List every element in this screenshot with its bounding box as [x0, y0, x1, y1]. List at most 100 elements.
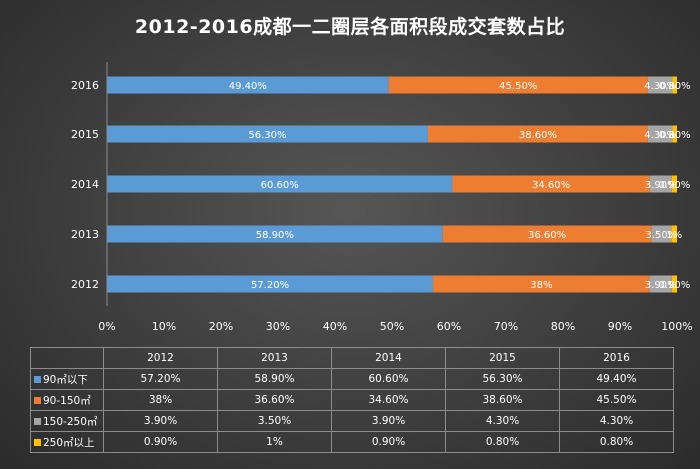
- y-tick-label-2014: 2014: [71, 178, 99, 191]
- table-row-header: 90-150㎡: [30, 389, 104, 411]
- x-tick-label-2: 20%: [209, 320, 233, 333]
- bar-2013-series-1: [442, 225, 652, 243]
- table-cell: 34.60%: [331, 389, 446, 411]
- data-label-2012-series-3: 0.90%: [659, 280, 691, 291]
- y-axis: 2016 2015 2014 2013 2012: [71, 79, 99, 291]
- table-cell: 3.90%: [331, 410, 446, 432]
- table-header-2014: 2014: [331, 347, 446, 369]
- data-label-2013-series-1: 36.60%: [528, 230, 566, 241]
- data-label-2016-series-3: 0.80%: [659, 81, 691, 92]
- table-cell: 45.50%: [559, 389, 674, 411]
- table-cell: 36.60%: [217, 389, 332, 411]
- data-label-2012-series-0: 57.20%: [251, 280, 289, 291]
- data-label-2015-series-1: 38.60%: [519, 130, 557, 141]
- x-tick-label-1: 10%: [152, 320, 176, 333]
- legend-label: 90㎡以下: [43, 373, 88, 386]
- table-row: 90㎡以下 57.20% 58.90% 60.60% 56.30% 49.40%: [30, 368, 674, 390]
- table-cell: 38%: [103, 389, 218, 411]
- data-label-2013-series-3: 1%: [666, 230, 682, 241]
- table-cell: 0.80%: [445, 431, 560, 453]
- bar-2015-series-3: [672, 125, 677, 143]
- x-tick-label-7: 70%: [494, 320, 518, 333]
- data-label-2012-series-2: 3.90%: [645, 280, 677, 291]
- table-row: 250㎡以上 0.90% 1% 0.90% 0.80% 0.80%: [30, 431, 674, 453]
- x-tick-label-5: 50%: [380, 320, 404, 333]
- bar-2014-series-2: [649, 175, 672, 193]
- table-cell: 4.30%: [559, 410, 674, 432]
- table-header-2013: 2013: [217, 347, 332, 369]
- data-label-2016-series-0: 49.40%: [229, 81, 267, 92]
- table-cell: 4.30%: [445, 410, 560, 432]
- table-cell: 60.60%: [331, 368, 446, 390]
- data-label-2015-series-0: 56.30%: [248, 130, 286, 141]
- table-cell: 0.80%: [559, 431, 674, 453]
- bar-2013-series-0: [107, 225, 443, 243]
- legend-label: 90-150㎡: [43, 394, 91, 407]
- data-label-2015-series-2: 4.30%: [644, 130, 676, 141]
- bar-2016-series-0: [107, 76, 389, 94]
- x-tick-label-8: 80%: [551, 320, 575, 333]
- labels-layer: 49.40% 45.50% 4.30%0.80%56.30% 38.60% 4.30%0…: [229, 81, 691, 291]
- data-label-2014-series-0: 60.60%: [261, 180, 299, 191]
- bar-2013-series-2: [651, 225, 672, 243]
- table-cell: 56.30%: [445, 368, 560, 390]
- bar-2014-series-3: [671, 175, 677, 193]
- legend-swatch: [34, 417, 41, 425]
- legend-label: 250㎡以上: [43, 436, 95, 449]
- table-cell: 0.90%: [103, 431, 218, 453]
- table-cell: 1%: [217, 431, 332, 453]
- bar-2012-series-3: [671, 275, 677, 293]
- data-label-2012-series-1: 38%: [530, 280, 552, 291]
- y-tick-label-2015: 2015: [71, 128, 99, 141]
- table-row-header: 90㎡以下: [30, 368, 104, 390]
- table-row-header: 250㎡以上: [30, 431, 104, 453]
- table-header-2015: 2015: [445, 347, 560, 369]
- bar-2016-series-2: [647, 76, 673, 94]
- table-cell: 58.90%: [217, 368, 332, 390]
- legend-swatch: [34, 375, 41, 383]
- bar-2016-series-1: [388, 76, 648, 94]
- y-tick-label-2012: 2012: [71, 278, 99, 291]
- x-tick-label-10: 100%: [661, 320, 692, 333]
- table-row: 150-250㎡ 3.90% 3.50% 3.90% 4.30% 4.30%: [30, 410, 674, 432]
- table-row-header: 150-250㎡: [30, 410, 104, 432]
- x-tick-label-9: 90%: [608, 320, 632, 333]
- legend-swatch: [34, 396, 41, 404]
- data-label-2014-series-2: 3.90%: [645, 180, 677, 191]
- y-tick-label-2013: 2013: [71, 228, 99, 241]
- legend-swatch: [34, 438, 41, 446]
- bars-layer: [107, 76, 677, 293]
- bar-2012-series-0: [107, 275, 434, 293]
- table-header-2012: 2012: [103, 347, 218, 369]
- y-tick-label-2016: 2016: [71, 79, 99, 92]
- x-tick-label-4: 40%: [323, 320, 347, 333]
- table-cell: 3.90%: [103, 410, 218, 432]
- table-header-row: 2012 2013 2014 2015 2016: [30, 347, 674, 369]
- x-tick-label-3: 30%: [266, 320, 290, 333]
- bar-2012-series-2: [649, 275, 672, 293]
- table-cell: 38.60%: [445, 389, 560, 411]
- data-table: 2012 2013 2014 2015 2016 90㎡以下 57.20% 58.90% 60…: [30, 347, 674, 453]
- x-axis: 0% 10% 20% 30% 40% 50% 60% 70% 80% 90% 100%: [98, 62, 693, 333]
- data-label-2014-series-1: 34.60%: [532, 180, 570, 191]
- data-label-2015-series-3: 0.80%: [659, 130, 691, 141]
- bar-2013-series-3: [671, 225, 677, 243]
- data-label-2013-series-2: 3.50%: [645, 230, 677, 241]
- x-tick-label-6: 60%: [437, 320, 461, 333]
- legend-label: 150-250㎡: [43, 415, 98, 428]
- stacked-bar-chart: 49.40% 45.50% 4.30%0.80%56.30% 38.60% 4.30%0…: [71, 62, 693, 333]
- table-cell: 0.90%: [331, 431, 446, 453]
- table-cell: 57.20%: [103, 368, 218, 390]
- chart-title: 2012-2016成都一二圈层各面积段成交套数占比: [134, 16, 566, 38]
- bar-2014-series-1: [452, 175, 650, 193]
- table-row: 90-150㎡ 38% 36.60% 34.60% 38.60% 45.50%: [30, 389, 674, 411]
- bar-2012-series-1: [433, 275, 650, 293]
- bar-2016-series-3: [672, 76, 677, 94]
- bar-2015-series-1: [427, 125, 648, 143]
- data-label-2016-series-1: 45.50%: [499, 81, 537, 92]
- bar-2014-series-0: [107, 175, 453, 193]
- table-corner-cell: [30, 347, 104, 369]
- bar-2015-series-0: [107, 125, 428, 143]
- table-cell: 3.50%: [217, 410, 332, 432]
- data-label-2016-series-2: 4.30%: [644, 81, 676, 92]
